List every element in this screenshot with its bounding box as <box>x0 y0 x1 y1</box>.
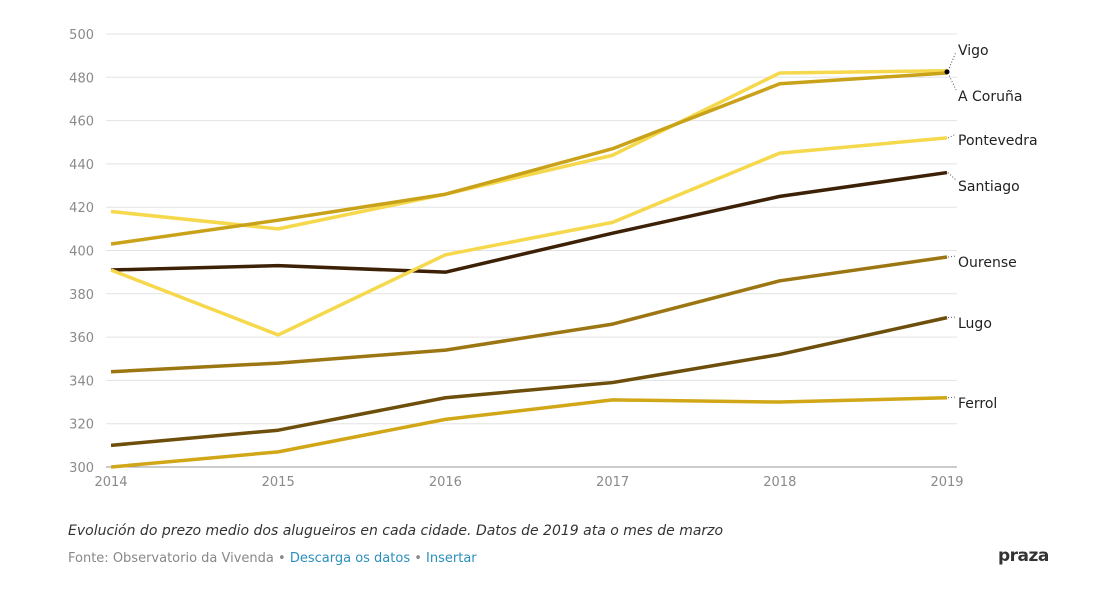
series-label: Ferrol <box>958 396 997 412</box>
source-text: Fonte: Observatorio da Vivenda <box>68 551 274 566</box>
label-leader <box>947 396 957 399</box>
series-line-ferrol <box>110 395 948 469</box>
series-line-vigo <box>110 69 948 231</box>
y-tick-label: 480 <box>69 71 94 86</box>
y-tick-label: 360 <box>69 331 94 346</box>
label-leader <box>947 51 957 72</box>
y-tick-label: 340 <box>69 374 94 389</box>
source-line: Fonte: Observatorio da Vivenda • Descarg… <box>68 551 477 566</box>
y-tick-label: 300 <box>69 461 94 476</box>
download-data-link[interactable]: Descarga os datos <box>289 551 411 566</box>
embed-link[interactable]: Insertar <box>426 551 477 566</box>
x-tick-label: 2017 <box>596 475 629 490</box>
series-line-santiago <box>110 170 948 274</box>
y-tick-label: 420 <box>69 201 94 216</box>
separator: • <box>410 551 427 566</box>
chart-caption: Evolución do prezo medio dos alugueiros … <box>68 523 724 539</box>
series-label: Ourense <box>958 255 1017 271</box>
y-tick-label: 400 <box>69 245 94 260</box>
label-leader <box>947 133 957 139</box>
x-tick-label: 2018 <box>763 475 796 490</box>
praza-logo: praza <box>998 546 1049 566</box>
series-label: Vigo <box>958 43 989 59</box>
x-tick-label: 2015 <box>262 475 295 490</box>
series-line-a-coru-a <box>110 71 948 246</box>
series-label: A Coruña <box>958 89 1022 105</box>
series-line-pontevedra <box>110 136 948 337</box>
x-tick-label: 2019 <box>930 475 963 490</box>
y-tick-label: 440 <box>69 158 94 173</box>
line-chart: 300 320 340 360 380 400 420 440 460 480 500 2014 201… <box>69 28 1038 490</box>
endpoint-marker <box>944 69 950 75</box>
y-tick-label: 460 <box>69 115 94 130</box>
series-label: Lugo <box>958 316 992 332</box>
y-tick-label: 380 <box>69 288 94 303</box>
series-line-ourense <box>110 255 948 374</box>
series-line-lugo <box>110 315 948 448</box>
label-leader <box>947 172 957 181</box>
label-leader <box>947 316 957 319</box>
y-tick-label: 320 <box>69 418 94 433</box>
x-tick-label: 2014 <box>94 475 127 490</box>
separator: • <box>273 551 290 566</box>
series-label: Santiago <box>958 179 1020 195</box>
series-label: Pontevedra <box>958 133 1038 149</box>
label-leader <box>947 255 957 258</box>
y-tick-label: 500 <box>69 28 94 43</box>
x-tick-label: 2016 <box>429 475 462 490</box>
label-leader <box>947 72 957 91</box>
